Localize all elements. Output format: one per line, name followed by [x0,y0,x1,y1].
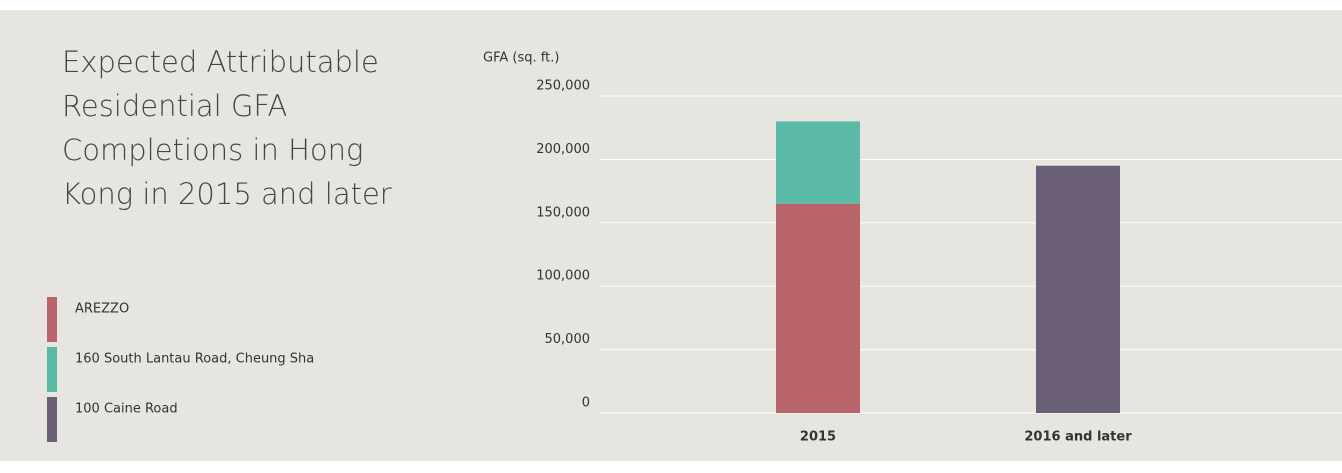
legend-label: 100 Caine Road [75,402,178,417]
x-tick-label: 2015 [800,430,836,445]
y-tick-label: 250,000 [536,79,590,94]
bar-segment [1036,165,1120,413]
y-axis-label: GFA (sq. ft.) [483,51,559,66]
chart-title: Expected Attributable Residential GFA Co… [62,45,392,211]
legend-swatch [47,347,57,392]
legend-label: AREZZO [75,302,129,317]
legend-label: 160 South Lantau Road, Cheung Sha [75,352,314,367]
y-tick-label: 200,000 [536,142,590,157]
bar-segment [776,203,860,413]
y-tick-label: 100,000 [536,269,590,284]
x-tick-label: 2016 and later [1024,430,1132,445]
y-tick-label: 50,000 [545,332,591,347]
legend-swatch [47,297,57,342]
y-tick-label: 150,000 [536,205,590,220]
bar-segment [776,121,860,204]
legend-swatch [47,397,57,442]
y-tick-label: 0 [582,396,590,411]
